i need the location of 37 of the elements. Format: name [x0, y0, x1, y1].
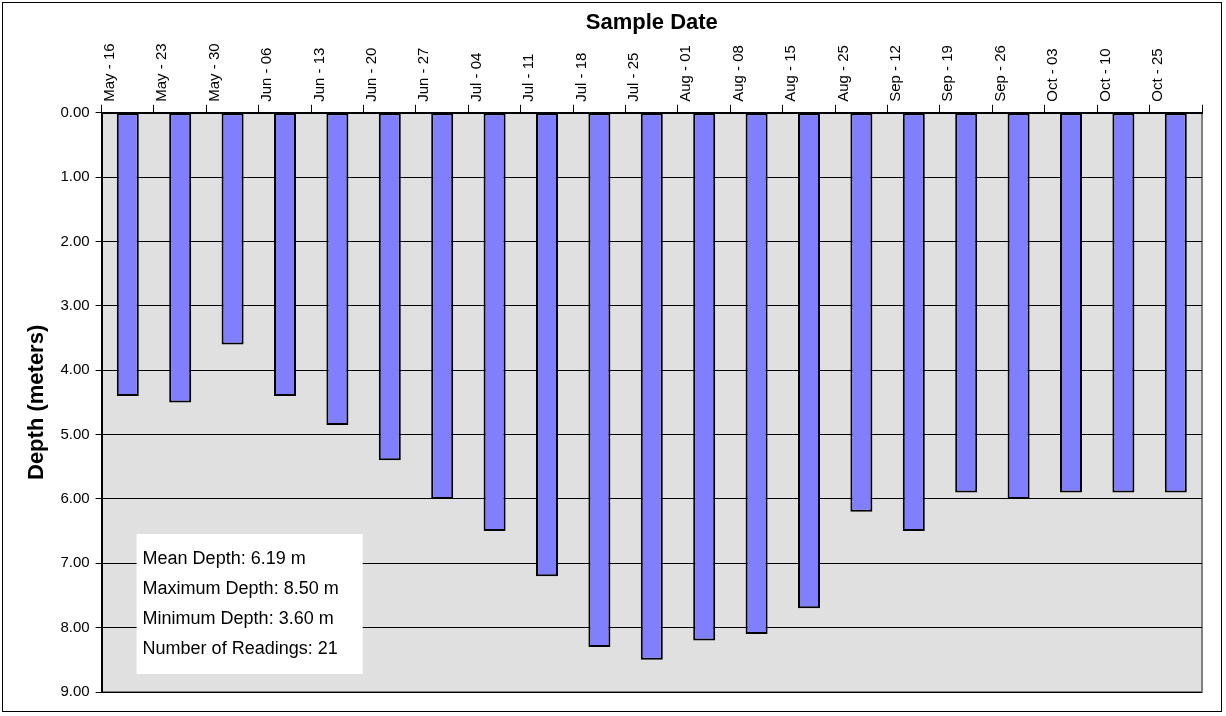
- x-tick-label: May - 30: [204, 43, 222, 102]
- x-tick-label: Aug - 25: [833, 45, 851, 102]
- x-tick-label: Jun - 20: [361, 47, 379, 102]
- x-tick-label: May - 23: [152, 43, 170, 102]
- y-tick-label: 3.00: [60, 295, 90, 313]
- y-tick-label: 7.00: [60, 553, 90, 571]
- x-tick-label: Aug - 01: [676, 45, 694, 102]
- x-tick-label: Sep - 26: [990, 45, 1008, 102]
- y-tick-label: 4.00: [60, 360, 90, 378]
- x-tick-label: Jun - 13: [309, 47, 327, 102]
- y-tick-label: 9.00: [60, 682, 90, 700]
- x-tick-label: Oct - 25: [1147, 48, 1165, 102]
- x-tick-label: Jul - 11: [519, 53, 537, 102]
- x-tick-label: Jun - 06: [257, 47, 275, 102]
- x-tick-label: Sep - 19: [938, 45, 956, 102]
- x-tick-label: Aug - 08: [728, 45, 746, 102]
- y-tick-label: 6.00: [60, 489, 90, 507]
- x-tick-label: Sep - 12: [885, 45, 903, 102]
- x-tick-label: Jul - 25: [623, 52, 641, 102]
- annotation: Minimum Depth: 3.60 m: [142, 607, 334, 628]
- y-tick-label: 8.00: [60, 617, 90, 635]
- y-tick-label: 2.00: [60, 231, 90, 249]
- x-tick-label: May - 16: [99, 43, 117, 102]
- x-tick-label: Oct - 03: [1043, 48, 1061, 102]
- x-tick-label: Oct - 10: [1095, 48, 1113, 102]
- y-tick-label: 5.00: [60, 424, 90, 442]
- x-tick-label: Aug - 15: [781, 45, 799, 102]
- x-tick-label: Jul - 18: [571, 52, 589, 102]
- y-tick-label: 0.00: [60, 102, 90, 120]
- annotation: Maximum Depth: 8.50 m: [142, 577, 339, 598]
- x-tick-label: Jun - 27: [414, 47, 432, 102]
- y-tick-label: 1.00: [60, 167, 90, 185]
- annotation: Mean Depth: 6.19 m: [142, 547, 306, 568]
- y-axis-title: Depth (meters): [23, 324, 49, 480]
- x-tick-label: Jul - 04: [466, 52, 484, 102]
- annotation: Number of Readings: 21: [142, 637, 338, 658]
- x-axis-title: Sample Date: [585, 9, 718, 35]
